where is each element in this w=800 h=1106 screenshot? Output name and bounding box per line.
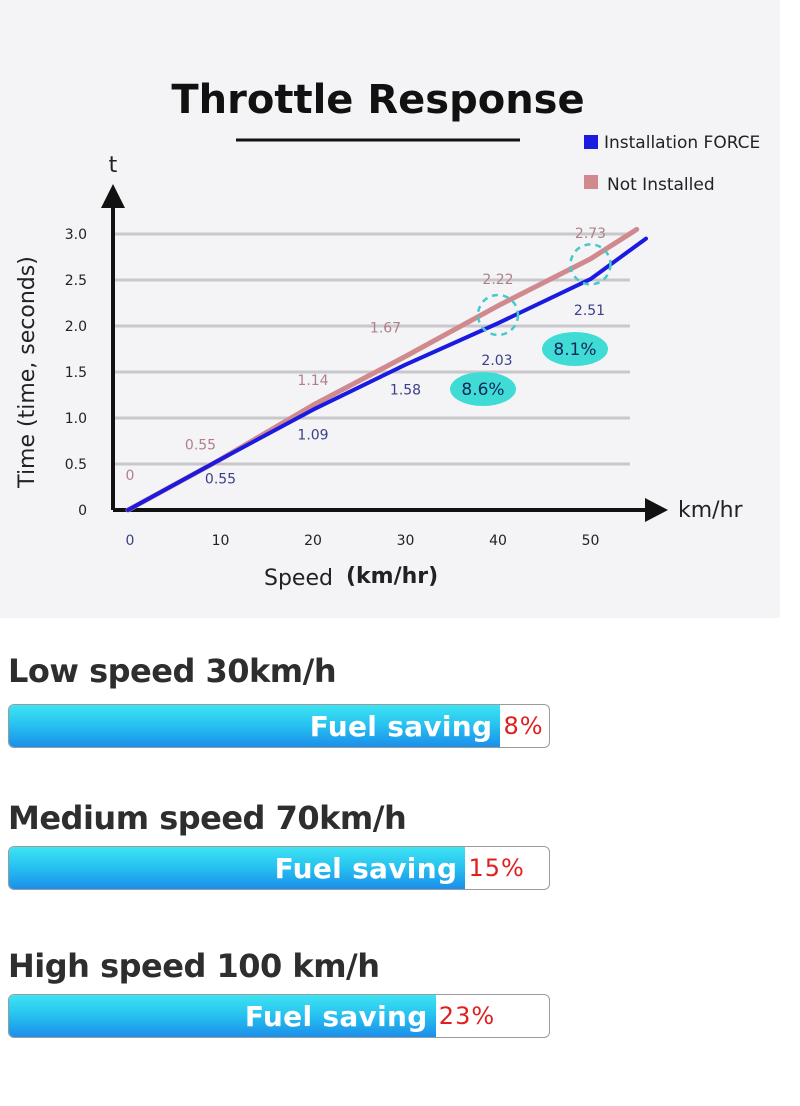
x-tick-label-5: 50 bbox=[582, 533, 600, 549]
data-label-not-installed-0: 0 bbox=[126, 468, 135, 484]
data-label-installation-4: 2.03 bbox=[481, 353, 512, 369]
bar-label-high: Fuel saving bbox=[244, 999, 428, 1033]
progress-fill-low: Fuel saving bbox=[9, 705, 501, 747]
x-axis-end-label: km/hr bbox=[678, 498, 744, 523]
highlight-circle-1 bbox=[569, 243, 612, 286]
badge-label-1: 8.1% bbox=[553, 340, 596, 360]
bar-percent-high: 23% bbox=[438, 1002, 496, 1030]
legend-swatch-installation bbox=[584, 135, 598, 149]
x-axis-title-unit: (km/hr) bbox=[346, 564, 438, 589]
data-label-not-installed-4: 2.22 bbox=[482, 272, 513, 288]
y-tick-label-3: 1.5 bbox=[65, 365, 87, 381]
data-label-not-installed-2: 1.14 bbox=[297, 373, 328, 389]
y-tick-label-1: 0.5 bbox=[65, 457, 87, 473]
y-axis-arrowhead bbox=[101, 184, 125, 208]
y-axis-title: Time (time, seconds) bbox=[15, 256, 40, 489]
y-axis-top-label: t bbox=[109, 153, 118, 178]
data-label-not-installed-5: 2.73 bbox=[575, 226, 606, 242]
annotation-badges: 8.6% 8.1% bbox=[450, 243, 612, 406]
y-tick-label-2: 1.0 bbox=[65, 411, 87, 427]
fuel-saving-high: High speed 100 km/h Fuel saving 23% bbox=[0, 943, 560, 1053]
progress-bar-medium: Fuel saving 15% bbox=[8, 846, 550, 890]
x-tick-label-0: 0 bbox=[126, 533, 135, 549]
progress-fill-medium: Fuel saving bbox=[9, 847, 466, 889]
fuel-saving-low: Low speed 30km/h Fuel saving 8% bbox=[0, 648, 560, 758]
progress-bar-low: Fuel saving 8% bbox=[8, 704, 550, 748]
fuel-saving-medium: Medium speed 70km/h Fuel saving 15% bbox=[0, 795, 560, 905]
data-label-not-installed-3: 1.67 bbox=[370, 320, 401, 336]
data-label-installation-5: 2.51 bbox=[574, 303, 605, 319]
x-tick-label-1: 10 bbox=[212, 533, 230, 549]
bar-label-low: Fuel saving bbox=[309, 709, 493, 743]
badge-0 bbox=[450, 372, 516, 406]
y-tick-label-0: 0 bbox=[78, 503, 87, 519]
axes: 0 0.5 1.0 1.5 2.0 2.5 3.0 0 10 20 30 40 50 bbox=[65, 184, 668, 549]
bar-percent-medium: 15% bbox=[468, 854, 525, 882]
bar-percent-low: 8% bbox=[503, 712, 544, 740]
x-tick-label-4: 40 bbox=[489, 533, 507, 549]
data-label-installation-1: 0.55 bbox=[205, 471, 236, 487]
legend-label-installation: Installation FORCE bbox=[604, 133, 760, 153]
fuel-heading-low: Low speed 30km/h bbox=[8, 652, 337, 690]
series-line-installation bbox=[126, 236, 648, 512]
data-labels: 0 0.55 0.55 1.09 1.14 1.58 1.67 2.03 2.22 2.51 2.7… bbox=[126, 226, 607, 488]
chart-panel: Throttle Response Installation FORCE Not… bbox=[0, 0, 780, 618]
throttle-response-chart: Throttle Response Installation FORCE Not… bbox=[15, 77, 760, 591]
y-tick-label-6: 3.0 bbox=[65, 227, 87, 243]
badge-label-0: 8.6% bbox=[461, 380, 504, 400]
fuel-heading-medium: Medium speed 70km/h bbox=[8, 799, 407, 837]
chart-title: Throttle Response bbox=[171, 77, 584, 123]
x-tick-label-3: 30 bbox=[397, 533, 415, 549]
fuel-heading-high: High speed 100 km/h bbox=[8, 947, 380, 985]
x-axis-title: Speed bbox=[264, 566, 333, 591]
highlight-circle-0 bbox=[476, 293, 520, 337]
progress-fill-high: Fuel saving bbox=[9, 995, 436, 1037]
legend-label-not-installed: Not Installed bbox=[607, 175, 715, 195]
data-label-installation-3: 1.58 bbox=[390, 383, 421, 399]
x-tick-label-2: 20 bbox=[304, 533, 322, 549]
legend-swatch-not-installed bbox=[584, 175, 598, 189]
bar-label-medium: Fuel saving bbox=[274, 851, 458, 885]
y-tick-label-5: 2.5 bbox=[65, 273, 87, 289]
series-lines bbox=[125, 226, 648, 513]
progress-bar-high: Fuel saving 23% bbox=[8, 994, 550, 1038]
badge-1 bbox=[542, 332, 608, 366]
data-label-installation-2: 1.09 bbox=[297, 428, 328, 444]
x-axis-arrowhead bbox=[645, 498, 668, 522]
grid-lines bbox=[113, 232, 630, 466]
data-label-not-installed-1: 0.55 bbox=[185, 437, 216, 453]
y-tick-label-4: 2.0 bbox=[65, 319, 87, 335]
